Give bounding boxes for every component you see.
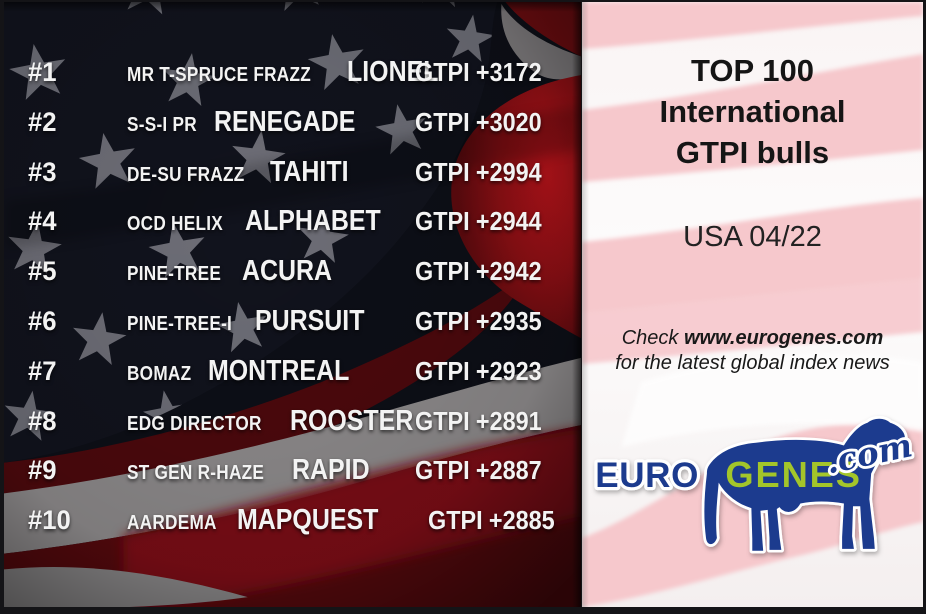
gtpi-label: GTPI xyxy=(415,355,470,386)
gtpi-label: GTPI xyxy=(415,206,470,237)
ranking-panel: #1 MR T-SPRUCE FRAZZ LIONEL GTPI +3172 #2 S-S-… xyxy=(4,2,581,607)
ranking-row: #9 ST GEN R-HAZE RAPID GTPI +2887 xyxy=(4,445,581,495)
bull-prefix: BOMAZ xyxy=(127,362,192,385)
gtpi-value: +3172 xyxy=(475,57,542,87)
eurogenes-logo: EURO GENES .com xyxy=(592,416,918,557)
ranking-row: #8 EDG DIRECTOR ROOSTER GTPI +2891 xyxy=(4,396,581,446)
gtpi-label: GTPI xyxy=(428,505,483,536)
rank-label: #9 xyxy=(28,455,57,486)
bull-name: MAPQUEST xyxy=(237,504,379,537)
bull-name: RAPID xyxy=(292,454,371,487)
gtpi-value: +2923 xyxy=(475,355,542,386)
rank-label: #6 xyxy=(28,306,57,336)
bull-name: ROOSTER xyxy=(289,404,413,437)
bull-name-cell: BOMAZ MONTREAL xyxy=(127,346,372,401)
gtpi-score: GTPI +2891 xyxy=(415,396,542,446)
rank-label: #5 xyxy=(28,256,57,287)
gtpi-label: GTPI xyxy=(415,156,470,187)
gtpi-value: +2935 xyxy=(475,306,542,336)
us-flag-dark-background xyxy=(4,2,581,607)
bull-name-cell: AARDEMA MAPQUEST xyxy=(127,495,402,550)
title-line-1: TOP 100 xyxy=(691,53,814,88)
bull-name-cell: PINE-TREE ACURA xyxy=(127,246,347,301)
rank-label: #4 xyxy=(28,206,57,237)
gtpi-score: GTPI +2944 xyxy=(415,196,542,246)
rank-label: #7 xyxy=(28,355,57,386)
promo-note-line1: Check www.eurogenes.com xyxy=(582,326,923,351)
bull-name: LIONEL xyxy=(346,56,439,88)
gtpi-value: +3020 xyxy=(475,106,542,137)
bull-name-cell: S-S-I PR RENEGADE xyxy=(127,97,379,152)
logo-euro-text: EURO xyxy=(595,456,699,495)
page-title: TOP 100 International GTPI bulls xyxy=(582,50,923,173)
title-line-2: International xyxy=(659,94,846,129)
rank-label: #10 xyxy=(28,505,71,536)
gtpi-score: GTPI +3020 xyxy=(415,97,542,147)
bull-prefix: AARDEMA xyxy=(127,512,217,535)
bull-name-cell: MR T-SPRUCE FRAZZ LIONEL xyxy=(127,47,453,102)
promo-url-link[interactable]: www.eurogenes.com xyxy=(683,327,884,349)
bull-prefix: ST GEN R-HAZE xyxy=(127,462,265,485)
rank-label: #3 xyxy=(28,156,57,187)
cow-icon xyxy=(701,416,908,554)
gtpi-label: GTPI xyxy=(415,256,470,287)
ranking-row: #4 OCD HELIX ALPHABET GTPI +2944 xyxy=(4,196,581,246)
bull-name: ACURA xyxy=(242,255,333,288)
title-line-3: GTPI bulls xyxy=(675,135,830,170)
gtpi-score: GTPI +2942 xyxy=(415,246,542,296)
ranking-row: #7 BOMAZ MONTREAL GTPI +2923 xyxy=(4,346,581,396)
bull-name-cell: OCD HELIX ALPHABET xyxy=(127,196,403,251)
bull-name-cell: DE-SU FRAZZ TAHITI xyxy=(127,147,361,202)
info-panel: TOP 100 International GTPI bulls USA 04/… xyxy=(582,2,923,607)
bull-prefix: S-S-I PR xyxy=(127,113,197,136)
logo-genes-text: GENES xyxy=(725,454,861,495)
gtpi-score: GTPI +2887 xyxy=(415,445,542,495)
rank-label: #8 xyxy=(28,405,57,436)
bull-name-cell: PINE-TREE-I PURSUIT xyxy=(127,296,383,351)
gtpi-score: GTPI +2935 xyxy=(415,296,542,346)
gtpi-value: +2994 xyxy=(475,156,542,187)
gtpi-label: GTPI xyxy=(415,57,470,87)
bull-name-cell: EDG DIRECTOR ROOSTER xyxy=(127,396,433,451)
gtpi-score: GTPI +2885 xyxy=(428,495,555,545)
bull-name-cell: ST GEN R-HAZE RAPID xyxy=(127,445,383,500)
gtpi-value: +2891 xyxy=(475,405,542,436)
rank-label: #2 xyxy=(28,106,57,137)
gtpi-label: GTPI xyxy=(415,405,470,436)
logo-com-text: .com xyxy=(822,425,915,481)
gtpi-value: +2885 xyxy=(488,505,555,536)
gtpi-label: GTPI xyxy=(415,455,470,486)
bull-name: TAHITI xyxy=(269,155,349,188)
gtpi-value: +2942 xyxy=(475,256,542,287)
bull-name: PURSUIT xyxy=(255,305,365,337)
bull-prefix: MR T-SPRUCE FRAZZ xyxy=(127,64,312,86)
bull-prefix: PINE-TREE xyxy=(127,263,222,286)
gtpi-score: GTPI +2994 xyxy=(415,147,542,197)
promo-note-line2: for the latest global index news xyxy=(615,352,890,374)
promo-note: Check www.eurogenes.com for the latest g… xyxy=(582,326,923,376)
ranking-row: #6 PINE-TREE-I PURSUIT GTPI +2935 xyxy=(4,296,581,346)
gtpi-value: +2944 xyxy=(475,206,542,237)
bull-name: ALPHABET xyxy=(244,205,381,238)
ranking-row: #1 MR T-SPRUCE FRAZZ LIONEL GTPI +3172 xyxy=(4,47,581,97)
date-label: USA 04/22 xyxy=(683,221,822,253)
gtpi-score: GTPI +3172 xyxy=(415,47,542,97)
bull-name: RENEGADE xyxy=(214,105,356,138)
promo-check-text: Check xyxy=(621,327,684,349)
rank-label: #1 xyxy=(28,57,57,87)
gtpi-score: GTPI +2923 xyxy=(415,346,542,396)
ranking-row: #5 PINE-TREE ACURA GTPI +2942 xyxy=(4,246,581,296)
bull-name: MONTREAL xyxy=(207,354,350,387)
gtpi-label: GTPI xyxy=(415,306,470,336)
bull-prefix: OCD HELIX xyxy=(127,213,223,236)
bull-prefix: EDG DIRECTOR xyxy=(127,412,262,435)
ranking-row: #10 AARDEMA MAPQUEST GTPI +2885 xyxy=(4,495,581,545)
gtpi-label: GTPI xyxy=(415,106,470,137)
ranking-row: #2 S-S-I PR RENEGADE GTPI +3020 xyxy=(4,97,581,147)
ranking-row: #3 DE-SU FRAZZ TAHITI GTPI +2994 xyxy=(4,147,581,197)
gtpi-value: +2887 xyxy=(475,455,542,486)
bull-prefix: PINE-TREE-I xyxy=(127,313,233,335)
bull-prefix: DE-SU FRAZZ xyxy=(127,163,245,186)
